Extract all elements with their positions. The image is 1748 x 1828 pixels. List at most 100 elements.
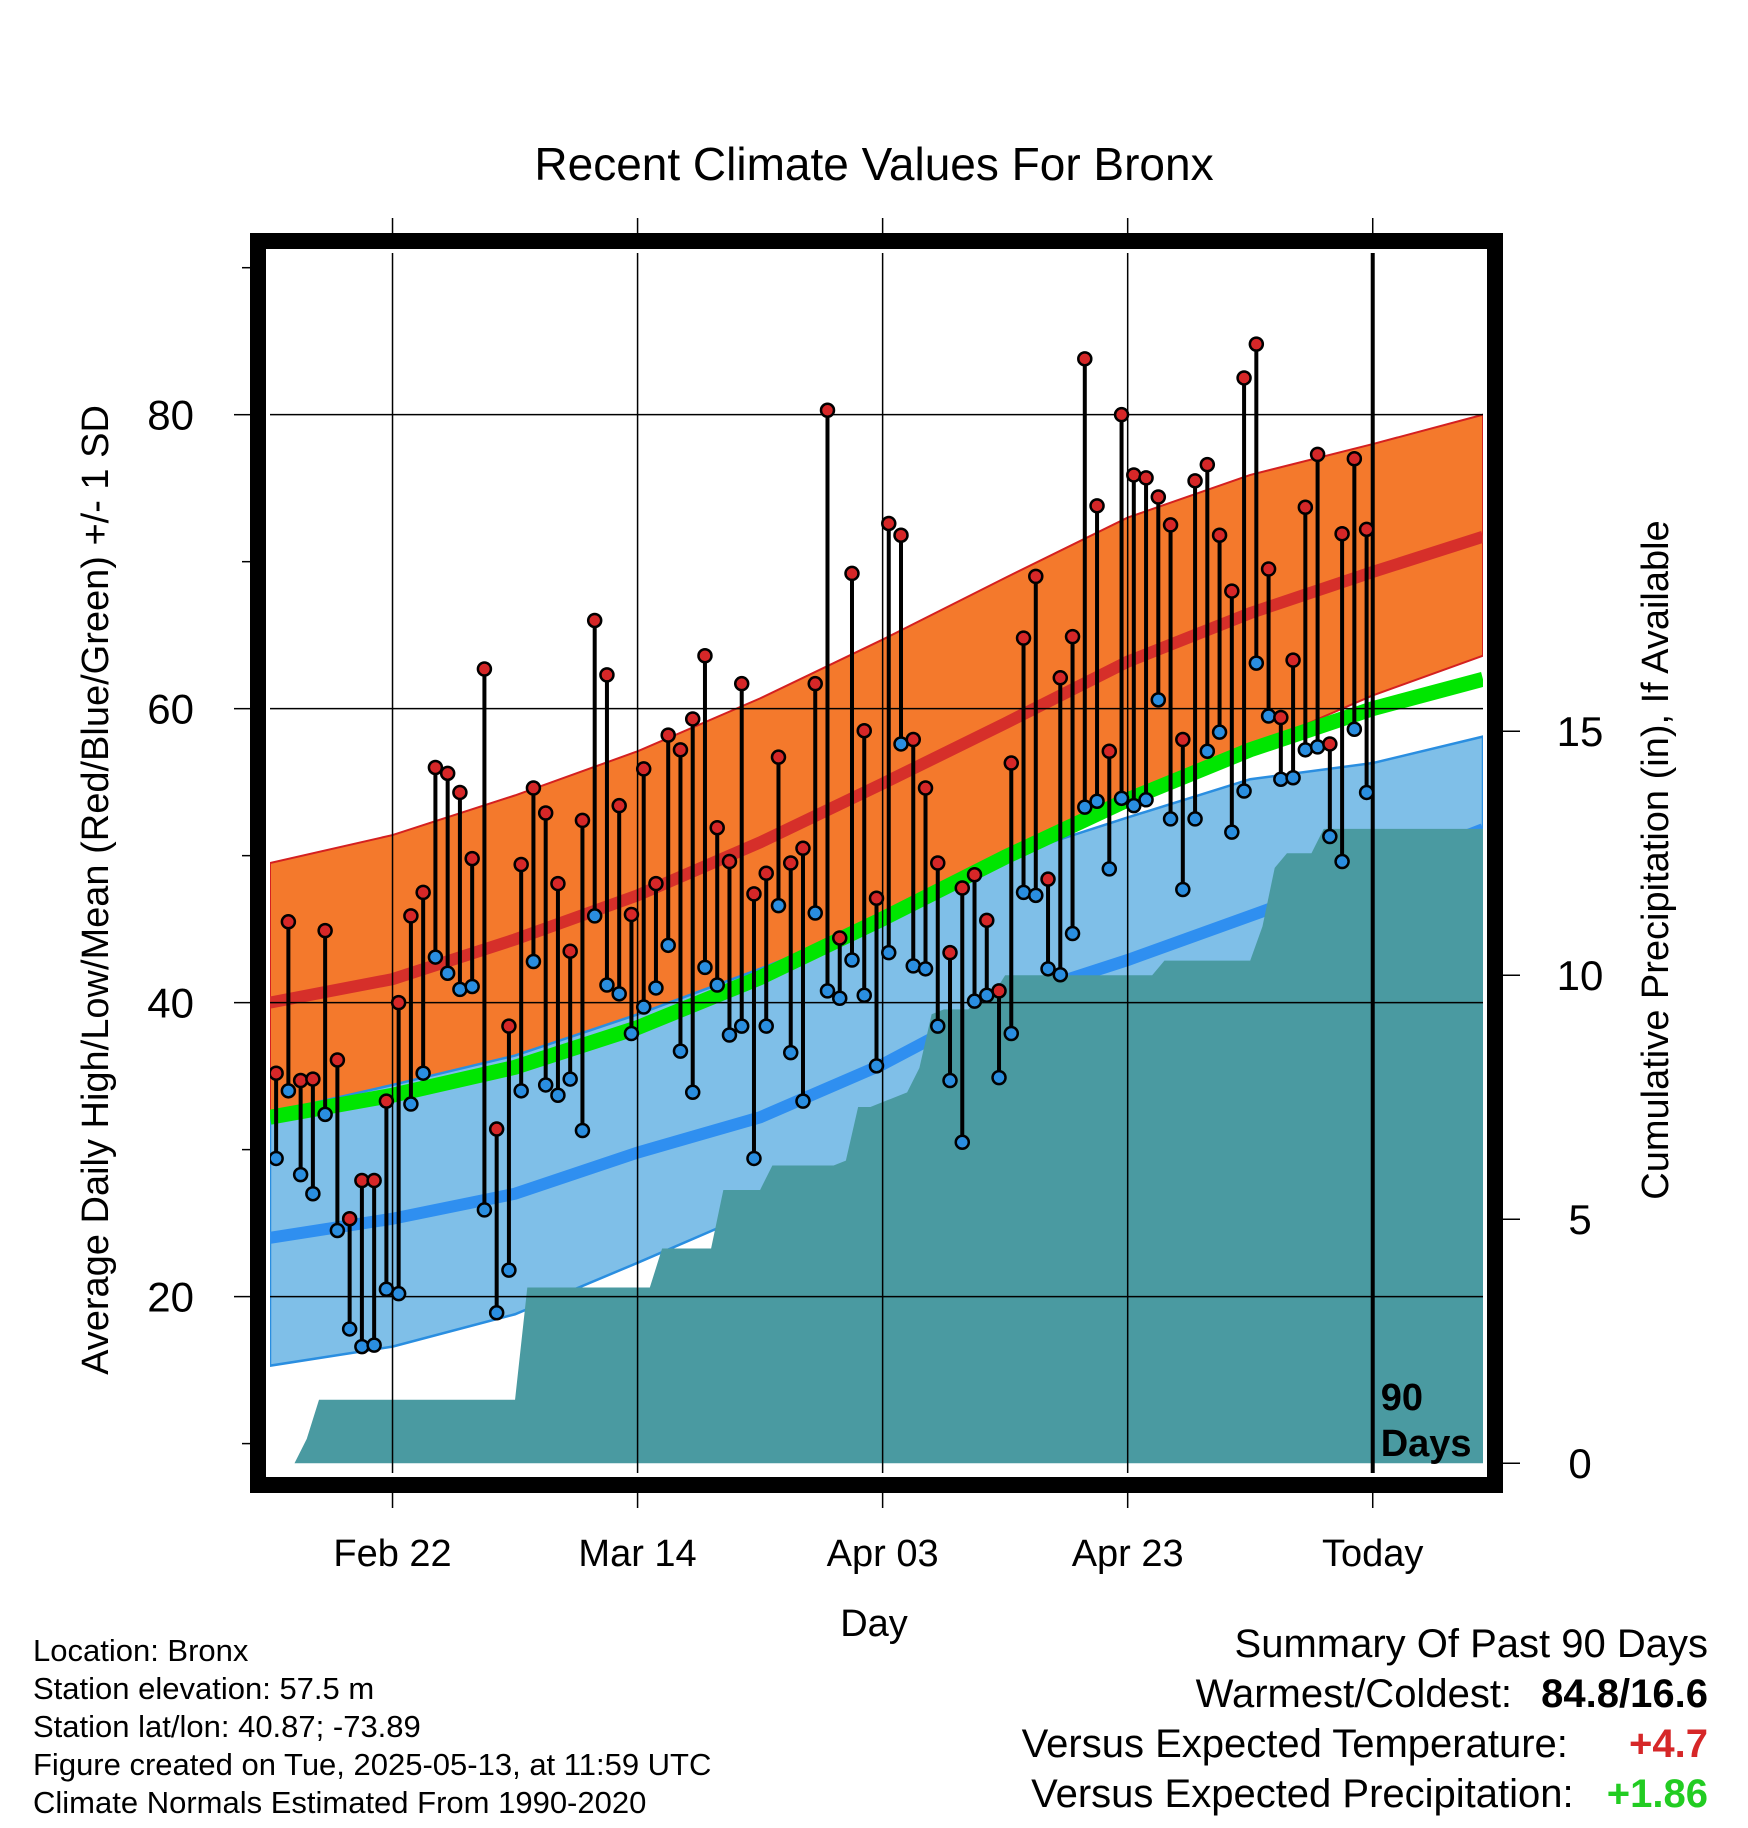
daily-low-point <box>1334 853 1350 870</box>
daily-high-point <box>1077 351 1093 367</box>
daily-high-point <box>292 1072 309 1089</box>
daily-high-point <box>305 1071 321 1087</box>
daily-high-point <box>1224 583 1240 599</box>
daily-high-point <box>905 731 922 748</box>
x-tick-label: Today <box>1322 1533 1423 1575</box>
daily-low-point <box>574 1122 591 1139</box>
daily-high-point <box>1040 871 1056 887</box>
y2-axis-label: Cumulative Precipitation (in), If Availa… <box>1635 520 1677 1199</box>
x-tick-label: Feb 22 <box>333 1533 451 1575</box>
daily-low-point <box>684 1084 701 1101</box>
daily-high-point <box>464 850 480 867</box>
daily-high-point <box>378 1093 395 1109</box>
daily-high-point <box>1052 670 1069 686</box>
daily-high-point <box>611 797 627 814</box>
daily-low-point <box>905 958 922 974</box>
daily-high-point <box>1015 630 1032 646</box>
daily-low-point <box>1101 861 1118 877</box>
daily-low-point <box>868 1058 885 1074</box>
daily-low-point <box>1199 743 1216 760</box>
daily-low-point <box>1236 783 1252 799</box>
daily-low-point <box>1224 824 1240 840</box>
daily-high-point <box>1334 525 1350 542</box>
daily-low-point <box>317 1106 333 1123</box>
y2-tick-label: 15 <box>1557 708 1604 755</box>
daily-low-point <box>1346 721 1363 737</box>
daily-high-point <box>1260 561 1277 577</box>
daily-high-point <box>758 865 774 882</box>
x-tick-label: Mar 14 <box>578 1533 696 1575</box>
daily-high-point <box>1322 736 1338 752</box>
daily-low-point <box>930 1018 946 1034</box>
daily-low-point <box>390 1285 407 1302</box>
daily-high-point <box>501 1018 517 1034</box>
daily-high-point <box>1089 498 1105 514</box>
daily-high-point <box>697 647 713 664</box>
daily-low-point <box>844 952 860 968</box>
daily-high-point <box>1236 370 1252 386</box>
daily-low-point <box>1285 769 1301 786</box>
daily-low-point <box>966 993 983 1009</box>
daily-high-point <box>1150 489 1167 505</box>
daily-low-point <box>648 980 664 996</box>
daily-low-point <box>476 1202 493 1218</box>
daily-low-point <box>599 977 615 993</box>
plot-frame <box>250 233 1503 1493</box>
summary-title: Summary Of Past 90 Days <box>1234 1622 1708 1666</box>
summary-temp-label: Versus Expected Temperature: <box>1021 1722 1568 1766</box>
daily-high-point <box>733 675 750 692</box>
daily-low-point <box>537 1077 554 1093</box>
daily-high-point <box>415 884 431 901</box>
daily-high-point <box>574 812 591 829</box>
daily-high-point <box>930 855 946 871</box>
daily-low-point <box>329 1222 346 1239</box>
info-normals: Climate Normals Estimated From 1990-2020 <box>33 1785 647 1820</box>
daily-low-point <box>562 1071 578 1087</box>
y-tick-label: 40 <box>147 980 194 1027</box>
daily-low-point <box>1052 966 1069 983</box>
daily-low-point <box>270 1150 284 1167</box>
daily-low-point <box>280 1083 297 1099</box>
daily-low-point <box>782 1044 799 1061</box>
daily-low-point <box>770 897 787 914</box>
daily-high-point <box>648 875 664 892</box>
daily-high-point <box>1211 527 1228 543</box>
daily-high-point <box>488 1121 505 1137</box>
daily-high-point <box>991 983 1007 999</box>
daily-low-point <box>1077 799 1093 815</box>
daily-low-point <box>1358 784 1375 801</box>
daily-high-point <box>844 565 860 582</box>
today-days-label: Days <box>1381 1423 1472 1465</box>
daily-high-point <box>586 612 603 629</box>
daily-high-point <box>1113 406 1130 423</box>
daily-low-point <box>954 1134 971 1151</box>
daily-low-point <box>1211 724 1228 740</box>
daily-high-point <box>1358 521 1375 538</box>
daily-low-point <box>1162 811 1179 827</box>
daily-low-point <box>623 1025 640 1042</box>
daily-high-point <box>819 402 836 419</box>
daily-low-point <box>1248 655 1265 671</box>
daily-high-point <box>782 855 799 871</box>
daily-high-point <box>562 943 578 959</box>
daily-low-point <box>1028 887 1044 904</box>
daily-high-point <box>390 994 407 1011</box>
daily-high-point <box>452 784 468 801</box>
daily-high-point <box>954 880 971 896</box>
daily-low-point <box>733 1018 750 1034</box>
daily-high-point <box>831 930 848 946</box>
daily-low-point <box>611 986 627 1002</box>
y-tick-label: 80 <box>147 392 194 439</box>
daily-low-point <box>415 1065 431 1081</box>
daily-high-point <box>1187 473 1203 489</box>
daily-high-point <box>280 914 297 930</box>
daily-low-point <box>366 1337 382 1353</box>
summary-temp-value: +4.7 <box>1629 1722 1708 1766</box>
daily-low-point <box>721 1027 738 1043</box>
daily-high-point <box>537 805 554 821</box>
daily-high-point <box>868 890 885 907</box>
daily-high-point <box>1199 456 1216 473</box>
daily-high-point <box>917 780 934 796</box>
daily-low-point <box>660 937 676 954</box>
